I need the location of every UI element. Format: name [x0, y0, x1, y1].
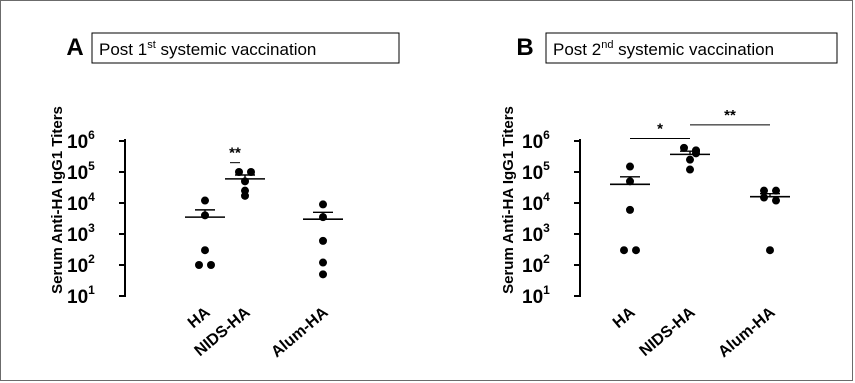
data-point	[201, 246, 209, 255]
panel-letter: A	[66, 34, 83, 61]
data-point	[760, 193, 768, 202]
data-point	[319, 200, 327, 209]
data-point	[766, 246, 774, 255]
y-tick-label: 101	[522, 283, 550, 308]
y-tick-label: 103	[67, 221, 95, 246]
panel-letter: B	[516, 34, 533, 61]
data-point	[319, 236, 327, 245]
panel-a: A Post 1st systemic vaccination Serum Anti…	[49, 32, 400, 361]
y-tick-label: 102	[67, 252, 95, 277]
data-point	[319, 270, 327, 279]
x-tick-label: Alum-HA	[268, 304, 332, 361]
data-point	[632, 246, 640, 255]
data-point	[319, 258, 327, 267]
data-point	[201, 196, 209, 205]
y-tick-label: 101	[67, 283, 95, 308]
y-axis-label: Serum Anti-HA IgG1 Titers	[500, 106, 517, 294]
data-point	[247, 168, 255, 176]
y-tick-label: 104	[522, 190, 550, 215]
data-point	[626, 205, 634, 214]
data-point	[195, 261, 203, 269]
data-point	[620, 246, 628, 255]
data-point	[772, 186, 780, 195]
x-tick-label: Alum-HA	[715, 304, 779, 361]
y-axis-label: Serum Anti-HA IgG1 Titers	[49, 106, 66, 294]
y-tick-label: 105	[522, 159, 550, 184]
title-box	[545, 32, 838, 64]
y-tick-label: 106	[522, 128, 550, 153]
y-tick-label: 104	[67, 190, 95, 215]
panel-b: B Post 2nd systemic vaccination Serum Anti…	[500, 32, 838, 361]
data-point	[680, 143, 688, 152]
y-tick-label: 105	[67, 159, 95, 184]
data-point	[772, 196, 780, 205]
title-box	[91, 32, 400, 64]
y-tick-label: 102	[522, 252, 550, 277]
chart-title: Post 1st systemic vaccination	[99, 39, 316, 59]
data-point	[207, 261, 215, 269]
significance-label: **	[229, 145, 241, 162]
y-tick-label: 106	[67, 128, 95, 153]
chart-title: Post 2nd systemic vaccination	[553, 39, 774, 59]
data-point	[241, 191, 249, 200]
significance-label: **	[724, 107, 736, 124]
data-point	[760, 186, 768, 195]
x-tick-label: HA	[610, 304, 639, 332]
x-tick-label: NIDS-HA	[637, 304, 699, 360]
data-point	[686, 165, 694, 174]
data-point	[235, 168, 243, 176]
x-tick-label: HA	[185, 304, 214, 332]
data-point	[626, 162, 634, 171]
data-point	[686, 155, 694, 164]
y-tick-label: 103	[522, 221, 550, 246]
significance-label: *	[657, 121, 663, 138]
